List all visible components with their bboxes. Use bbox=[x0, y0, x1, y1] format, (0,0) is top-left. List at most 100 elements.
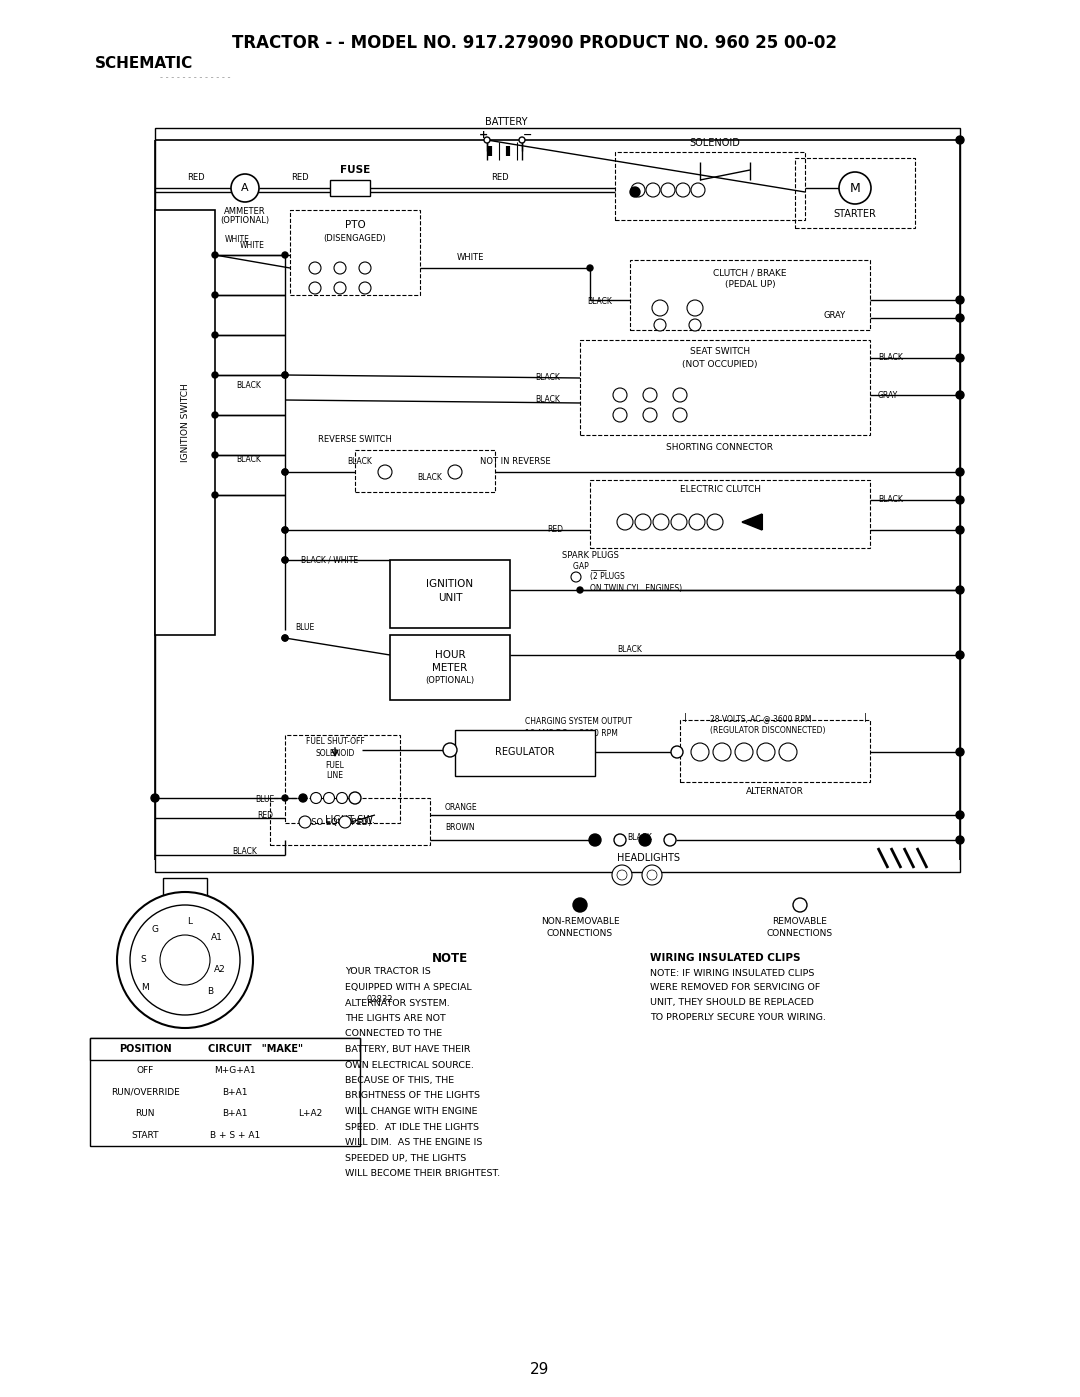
Circle shape bbox=[956, 296, 964, 305]
Text: CIRCUIT   "MAKE": CIRCUIT "MAKE" bbox=[207, 1044, 302, 1053]
Circle shape bbox=[691, 183, 705, 197]
Text: NOTE: IF WIRING INSULATED CLIPS: NOTE: IF WIRING INSULATED CLIPS bbox=[650, 968, 814, 978]
Text: WHITE: WHITE bbox=[457, 253, 484, 263]
Circle shape bbox=[282, 469, 288, 475]
Text: BATTERY, BUT HAVE THEIR: BATTERY, BUT HAVE THEIR bbox=[345, 1045, 471, 1053]
Text: FUEL SHUT-OFF: FUEL SHUT-OFF bbox=[306, 738, 364, 746]
Circle shape bbox=[282, 557, 288, 563]
Circle shape bbox=[309, 282, 321, 293]
Circle shape bbox=[639, 834, 651, 847]
Circle shape bbox=[757, 743, 775, 761]
Circle shape bbox=[299, 793, 307, 802]
Text: BECAUSE OF THIS, THE: BECAUSE OF THIS, THE bbox=[345, 1076, 454, 1085]
Bar bbox=[90, 1038, 360, 1060]
Text: FUSE: FUSE bbox=[340, 165, 370, 175]
Text: LINE: LINE bbox=[326, 771, 343, 781]
Text: (2 PLUGS: (2 PLUGS bbox=[590, 573, 624, 581]
Circle shape bbox=[282, 636, 288, 641]
Text: RED: RED bbox=[546, 525, 563, 535]
Circle shape bbox=[519, 137, 525, 142]
Circle shape bbox=[299, 816, 311, 828]
Circle shape bbox=[282, 795, 288, 800]
Text: G: G bbox=[151, 925, 159, 935]
Text: (IF SO EQUIPPED): (IF SO EQUIPPED) bbox=[298, 819, 372, 827]
Circle shape bbox=[378, 465, 392, 479]
Text: STARTER: STARTER bbox=[834, 210, 877, 219]
Text: GRAY: GRAY bbox=[824, 310, 846, 320]
Text: NON-REMOVABLE: NON-REMOVABLE bbox=[541, 918, 619, 926]
Circle shape bbox=[646, 183, 660, 197]
Text: M+G+A1: M+G+A1 bbox=[214, 1066, 256, 1076]
Circle shape bbox=[671, 514, 687, 529]
Circle shape bbox=[673, 408, 687, 422]
Circle shape bbox=[212, 372, 218, 379]
Circle shape bbox=[956, 585, 964, 594]
Text: A2: A2 bbox=[214, 965, 226, 975]
Text: RED: RED bbox=[292, 173, 309, 183]
Text: ALTERNATOR: ALTERNATOR bbox=[746, 788, 804, 796]
Text: CHARGING SYSTEM OUTPUT: CHARGING SYSTEM OUTPUT bbox=[525, 718, 632, 726]
Text: AMMETER: AMMETER bbox=[225, 207, 266, 215]
Circle shape bbox=[613, 388, 627, 402]
Circle shape bbox=[707, 514, 723, 529]
Bar bbox=[455, 731, 595, 775]
Circle shape bbox=[956, 314, 964, 321]
Text: TRACTOR - - MODEL NO. 917.279090 PRODUCT NO. 960 25 00-02: TRACTOR - - MODEL NO. 917.279090 PRODUCT… bbox=[232, 34, 837, 52]
Circle shape bbox=[676, 183, 690, 197]
Text: GRAY: GRAY bbox=[878, 391, 899, 400]
Text: NOTE: NOTE bbox=[432, 951, 468, 964]
Text: BROWN: BROWN bbox=[445, 823, 474, 833]
Text: S: S bbox=[140, 956, 146, 964]
Circle shape bbox=[617, 870, 627, 880]
Text: (OPTIONAL): (OPTIONAL) bbox=[220, 215, 270, 225]
Bar bbox=[156, 210, 215, 636]
Text: EQUIPPED WITH A SPECIAL: EQUIPPED WITH A SPECIAL bbox=[345, 983, 472, 992]
Text: ALTERNATOR SYSTEM.: ALTERNATOR SYSTEM. bbox=[345, 999, 449, 1007]
Text: B + S + A1: B + S + A1 bbox=[210, 1130, 260, 1140]
Bar bbox=[291, 210, 420, 295]
Circle shape bbox=[661, 183, 675, 197]
Text: 02832: 02832 bbox=[367, 996, 393, 1004]
Text: GAP ____: GAP ____ bbox=[573, 562, 607, 570]
Bar bbox=[795, 158, 915, 228]
Circle shape bbox=[713, 743, 731, 761]
Text: RED: RED bbox=[187, 173, 205, 183]
Text: A1: A1 bbox=[211, 933, 222, 943]
Bar bbox=[680, 719, 870, 782]
Text: IGNITION SWITCH: IGNITION SWITCH bbox=[180, 383, 189, 462]
Text: POSITION: POSITION bbox=[119, 1044, 172, 1053]
Text: NOT IN REVERSE: NOT IN REVERSE bbox=[480, 457, 551, 465]
Text: TO PROPERLY SECURE YOUR WIRING.: TO PROPERLY SECURE YOUR WIRING. bbox=[650, 1013, 826, 1023]
Circle shape bbox=[652, 300, 669, 316]
Bar bbox=[390, 636, 510, 700]
Circle shape bbox=[282, 557, 288, 563]
Circle shape bbox=[956, 353, 964, 362]
Bar bbox=[163, 877, 207, 902]
Text: START: START bbox=[132, 1130, 159, 1140]
Text: UNIT, THEY SHOULD BE REPLACED: UNIT, THEY SHOULD BE REPLACED bbox=[650, 999, 814, 1007]
Text: BLACK: BLACK bbox=[536, 395, 561, 405]
Circle shape bbox=[643, 388, 657, 402]
Circle shape bbox=[212, 453, 218, 458]
Circle shape bbox=[282, 527, 288, 534]
Circle shape bbox=[956, 468, 964, 476]
Polygon shape bbox=[742, 514, 762, 529]
Circle shape bbox=[212, 332, 218, 338]
Circle shape bbox=[653, 514, 669, 529]
Text: ELECTRIC CLUTCH: ELECTRIC CLUTCH bbox=[679, 486, 760, 495]
Text: SPEED.  AT IDLE THE LIGHTS: SPEED. AT IDLE THE LIGHTS bbox=[345, 1123, 480, 1132]
Circle shape bbox=[339, 816, 351, 828]
Circle shape bbox=[571, 571, 581, 583]
Bar bbox=[270, 798, 430, 845]
Text: SOLENOID: SOLENOID bbox=[315, 749, 354, 757]
Circle shape bbox=[793, 898, 807, 912]
Circle shape bbox=[689, 514, 705, 529]
Circle shape bbox=[484, 137, 490, 142]
Circle shape bbox=[664, 834, 676, 847]
Text: +: + bbox=[480, 130, 488, 140]
Circle shape bbox=[956, 651, 964, 659]
Circle shape bbox=[212, 492, 218, 497]
Circle shape bbox=[349, 792, 361, 805]
Circle shape bbox=[309, 263, 321, 274]
Circle shape bbox=[612, 865, 632, 886]
